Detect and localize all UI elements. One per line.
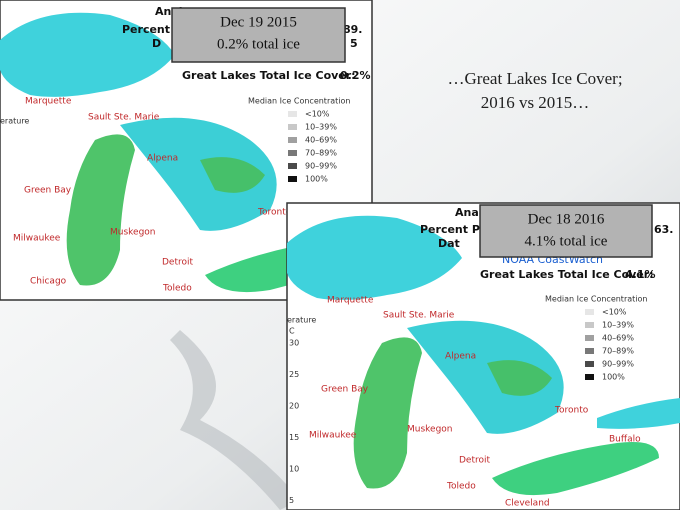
cover-value: 0.2% xyxy=(340,69,371,82)
legend-label: 100% xyxy=(305,175,328,184)
date-label: Dec 18 2016 xyxy=(528,211,605,227)
legend-label: 10–39% xyxy=(602,321,634,330)
date-box xyxy=(479,204,653,258)
header-text: Anal xyxy=(455,206,483,219)
legend-label: 90–99% xyxy=(305,162,337,171)
ice-total: 0.2% total ice xyxy=(217,36,300,52)
legend-title: Median Ice Concentration xyxy=(545,295,647,304)
city-label: Milwaukee xyxy=(309,431,357,441)
georgian-bay xyxy=(200,157,265,193)
header-text: 63. xyxy=(654,223,674,236)
city-label: Milwaukee xyxy=(13,234,61,244)
lake-huron xyxy=(407,320,564,434)
legend-label: <10% xyxy=(602,308,627,317)
city-label: Toronto xyxy=(257,208,292,218)
ice-total: 4.1% total ice xyxy=(525,233,608,249)
city-label: Detroit xyxy=(459,456,491,466)
header-text: Dat xyxy=(438,237,460,250)
city-label: Sault Ste. Marie xyxy=(383,311,455,321)
cover-label: Great Lakes Total Ice Cover: xyxy=(182,69,356,82)
city-label: Green Bay xyxy=(24,186,72,196)
header-text: 89. xyxy=(343,23,363,36)
city-label: Marquette xyxy=(327,296,374,306)
city-label: Toledo xyxy=(162,284,192,294)
date-label: Dec 19 2015 xyxy=(220,14,297,30)
city-label: Toledo xyxy=(446,482,476,492)
date-box xyxy=(171,7,346,63)
city-label: Toronto xyxy=(554,406,589,416)
city-label: Cleveland xyxy=(505,499,550,509)
slide-title-line: …Great Lakes Ice Cover; xyxy=(447,69,622,88)
lake-michigan xyxy=(353,337,422,489)
legend-swatch xyxy=(585,309,594,315)
legend-swatch xyxy=(288,176,297,182)
header-text: Percent P xyxy=(122,23,182,36)
legend-title: Median Ice Concentration xyxy=(248,97,350,106)
legend-swatch xyxy=(585,374,594,380)
city-label: Muskegon xyxy=(110,228,156,238)
scale-label: 15 xyxy=(289,433,299,442)
ice-streak xyxy=(170,330,300,510)
legend-label: 90–99% xyxy=(602,360,634,369)
cover-label: Great Lakes Total Ice Cover: xyxy=(480,268,654,281)
city-label: Alpena xyxy=(147,154,178,164)
lake-michigan xyxy=(66,134,135,286)
legend-swatch xyxy=(585,322,594,328)
legend-label: 40–69% xyxy=(602,334,634,343)
city-label: Chicago xyxy=(30,277,67,287)
scale-label: 5 xyxy=(289,496,294,505)
scale-label: 10 xyxy=(289,465,299,474)
lake-erie xyxy=(492,442,659,496)
legend-swatch xyxy=(585,361,594,367)
slide-title-line: 2016 vs 2015… xyxy=(481,93,590,112)
legend-swatch xyxy=(288,111,297,117)
legend-swatch xyxy=(585,335,594,341)
header-text: D xyxy=(152,37,161,50)
lake-ontario xyxy=(597,398,680,429)
city-label: Alpena xyxy=(445,352,476,362)
lake-superior xyxy=(287,215,462,300)
georgian-bay xyxy=(487,360,552,396)
legend-swatch xyxy=(288,150,297,156)
scale-label: 20 xyxy=(289,402,299,411)
lake-huron xyxy=(120,117,277,231)
legend-swatch xyxy=(288,163,297,169)
city-label: Detroit xyxy=(162,258,194,268)
city-label: Muskegon xyxy=(407,425,453,435)
city-label: Green Bay xyxy=(321,385,369,395)
legend-label: <10% xyxy=(305,110,330,119)
side-label: erature xyxy=(287,316,316,325)
legend-swatch xyxy=(585,348,594,354)
scale-label: 25 xyxy=(289,370,299,379)
scale-unit: C xyxy=(289,327,295,336)
lake-superior xyxy=(0,12,175,97)
side-label: erature xyxy=(0,117,29,126)
city-label: Marquette xyxy=(25,97,72,107)
legend-swatch xyxy=(288,137,297,143)
header-text: Percent Pix xyxy=(420,223,491,236)
city-label: Sault Ste. Marie xyxy=(88,113,160,123)
legend-label: 70–89% xyxy=(305,149,337,158)
header-text: 5 xyxy=(350,37,358,50)
legend-swatch xyxy=(288,124,297,130)
cover-value: 4.1% xyxy=(625,268,656,281)
city-label: Buffalo xyxy=(609,435,641,445)
legend-label: 100% xyxy=(602,373,625,382)
scale-label: 30 xyxy=(289,339,299,348)
legend-label: 70–89% xyxy=(602,347,634,356)
legend-label: 10–39% xyxy=(305,123,337,132)
legend-label: 40–69% xyxy=(305,136,337,145)
